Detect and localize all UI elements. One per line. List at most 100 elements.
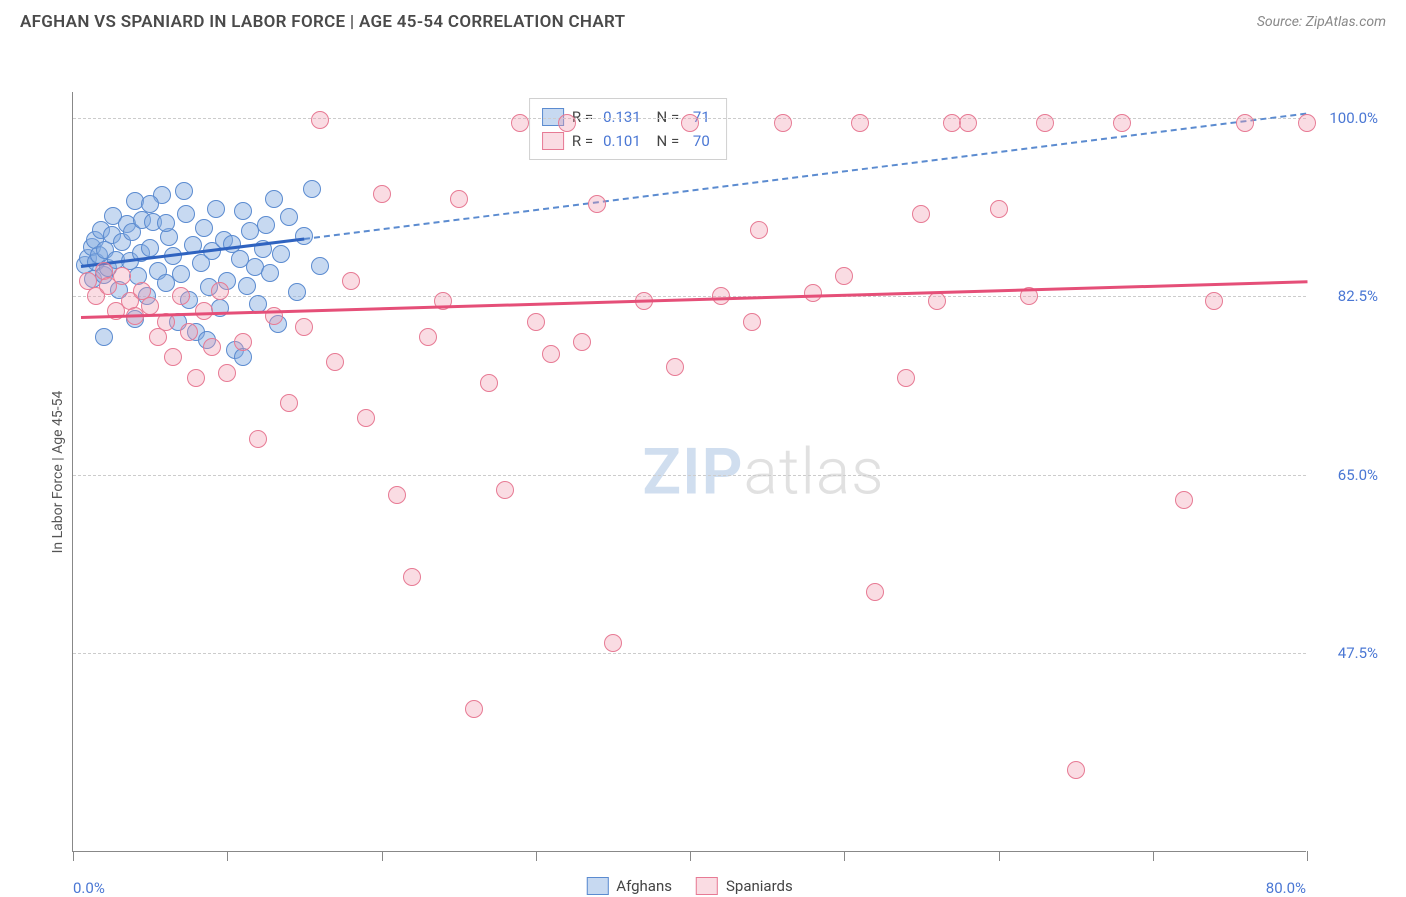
data-point	[750, 221, 768, 239]
x-tick	[690, 851, 691, 861]
data-point	[207, 200, 225, 218]
y-tick-label: 65.0%	[1338, 466, 1378, 484]
data-point	[180, 323, 198, 341]
data-point	[261, 264, 279, 282]
x-tick	[844, 851, 845, 861]
y-tick-label: 82.5%	[1338, 287, 1378, 305]
x-tick	[382, 851, 383, 861]
data-point	[280, 208, 298, 226]
data-point	[990, 200, 1008, 218]
data-point	[527, 313, 545, 331]
data-point	[604, 634, 622, 652]
data-point	[465, 700, 483, 718]
data-point	[774, 114, 792, 132]
x-tick	[1153, 851, 1154, 861]
data-point	[234, 202, 252, 220]
data-point	[172, 287, 190, 305]
data-point	[373, 185, 391, 203]
data-point	[172, 265, 190, 283]
x-tick	[1307, 851, 1308, 861]
data-point	[157, 214, 175, 232]
legend-correlation: R =0.131 N = 71R =0.101 N = 70	[529, 98, 727, 160]
data-point	[897, 369, 915, 387]
data-point	[558, 114, 576, 132]
data-point	[928, 292, 946, 310]
data-point	[311, 257, 329, 275]
data-point	[187, 369, 205, 387]
legend-r-label: R =	[572, 129, 593, 153]
x-tick	[227, 851, 228, 861]
data-point	[272, 245, 290, 263]
data-point	[1113, 114, 1131, 132]
source-label: Source: ZipAtlas.com	[1257, 14, 1386, 30]
legend-n-value: 70	[689, 129, 710, 153]
data-point	[113, 267, 131, 285]
header: AFGHAN VS SPANIARD IN LABOR FORCE | AGE …	[0, 0, 1406, 42]
gridline	[73, 653, 1306, 654]
x-axis-min-label: 0.0%	[73, 879, 105, 897]
data-point	[912, 205, 930, 223]
data-point	[95, 328, 113, 346]
data-point	[1067, 761, 1085, 779]
y-tick-label: 100.0%	[1329, 109, 1378, 127]
data-point	[326, 353, 344, 371]
y-axis-title: In Labor Force | Age 45-54	[50, 391, 66, 554]
data-point	[403, 568, 421, 586]
trend-line	[304, 112, 1307, 239]
plot-area: ZIPatlas R =0.131 N = 71R =0.101 N = 70 …	[72, 92, 1306, 852]
x-axis-labels: 0.0% 80.0%	[73, 879, 1306, 897]
data-point	[141, 297, 159, 315]
gridline	[73, 475, 1306, 476]
data-point	[743, 313, 761, 331]
data-point	[164, 348, 182, 366]
data-point	[265, 190, 283, 208]
watermark-part1: ZIP	[642, 434, 743, 509]
data-point	[511, 114, 529, 132]
data-point	[681, 114, 699, 132]
data-point	[666, 358, 684, 376]
data-point	[959, 114, 977, 132]
data-point	[257, 216, 275, 234]
data-point	[288, 283, 306, 301]
chart-title: AFGHAN VS SPANIARD IN LABOR FORCE | AGE …	[20, 12, 625, 32]
data-point	[357, 409, 375, 427]
data-point	[1298, 114, 1316, 132]
data-point	[388, 486, 406, 504]
data-point	[542, 345, 560, 363]
data-point	[588, 195, 606, 213]
legend-n-label: N =	[653, 129, 679, 153]
data-point	[203, 338, 221, 356]
data-point	[175, 182, 193, 200]
watermark: ZIPatlas	[642, 434, 884, 509]
data-point	[1175, 491, 1193, 509]
data-point	[211, 282, 229, 300]
data-point	[141, 239, 159, 257]
x-tick	[73, 851, 74, 861]
data-point	[342, 272, 360, 290]
data-point	[835, 267, 853, 285]
data-point	[712, 287, 730, 305]
legend-correlation-row: R = 0.101 N = 70	[542, 129, 714, 153]
x-tick	[536, 851, 537, 861]
data-point	[177, 205, 195, 223]
x-axis-max-label: 80.0%	[1266, 879, 1306, 897]
data-point	[1236, 114, 1254, 132]
data-point	[480, 374, 498, 392]
data-point	[450, 190, 468, 208]
data-point	[234, 333, 252, 351]
data-point	[295, 318, 313, 336]
data-point	[195, 219, 213, 237]
data-point	[311, 111, 329, 129]
data-point	[804, 284, 822, 302]
data-point	[295, 227, 313, 245]
legend-r-value: 0.101	[603, 129, 641, 153]
data-point	[1205, 292, 1223, 310]
data-point	[573, 333, 591, 351]
data-point	[249, 430, 267, 448]
data-point	[419, 328, 437, 346]
data-point	[851, 114, 869, 132]
watermark-part2: atlas	[744, 434, 885, 509]
data-point	[280, 394, 298, 412]
data-point	[238, 277, 256, 295]
data-point	[303, 180, 321, 198]
